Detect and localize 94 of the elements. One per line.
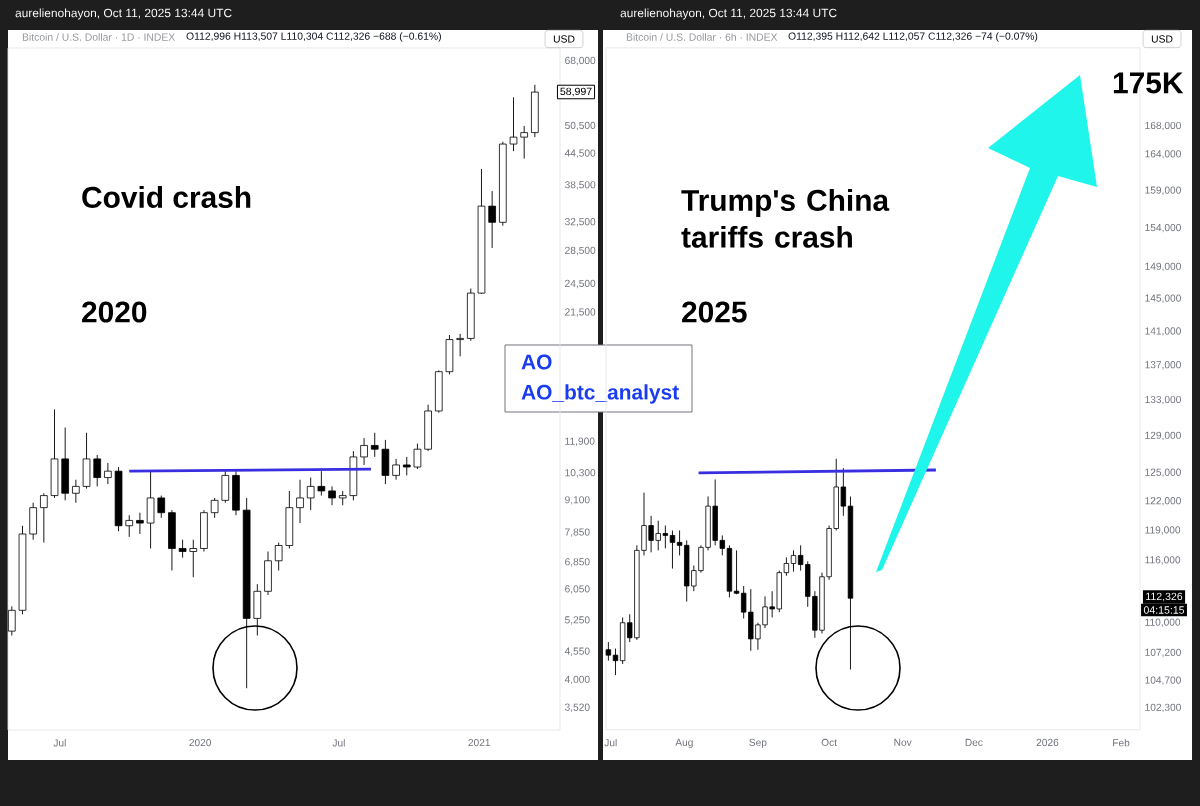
y-tick-label: 21,500 [565,308,596,317]
x-tick-label: Jul [53,739,66,747]
y-tick-label: 149,000 [1145,262,1181,272]
annotation: AO [521,354,552,370]
candlestick [157,495,166,519]
y-tick-label: 11,900 [565,437,595,446]
candlestick [612,648,619,676]
x-tick-label: 2021 [468,739,490,747]
y-tick-label: 68,000 [565,56,596,66]
candlestick [669,530,676,570]
y-tick-label: 44,500 [564,149,596,158]
y-tick-label: 6,850 [565,558,590,567]
annotation: 2020 [82,301,147,323]
y-tick-label: 24,500 [565,279,596,289]
y-tick-label: 145,000 [1145,294,1181,303]
candlestick [456,333,464,357]
candlestick [392,458,400,481]
candlestick [520,125,528,160]
x-tick-label: Sep [749,738,767,749]
candlestick [93,454,102,487]
y-tick-label: 3,520 [564,703,590,713]
x-tick-label: Jul [604,738,617,747]
candlestick [72,479,80,504]
y-axis-title: USD [553,35,575,43]
text: 04:15:15 [1143,606,1185,614]
y-tick-label: 110,000 [1145,618,1181,627]
annotation: AO_btc_analyst [521,384,679,404]
y-tick-label: 102,300 [1145,703,1181,713]
y-tick-label: 122,000 [1145,497,1181,506]
y-tick-label: 5,250 [565,616,590,625]
x-tick-label: Oct [821,738,837,747]
y-tick-label: 7,850 [565,528,590,537]
y-tick-label: 107,200 [1145,648,1181,658]
y-tick-label: 141,000 [1145,327,1181,336]
y-tick-label: 9,100 [565,496,590,505]
y-tick-label: 125,000 [1145,468,1181,478]
candlestick [509,96,518,152]
candlestick [189,539,198,578]
candlestick [40,492,48,544]
y-tick-label: 32,500 [564,218,596,227]
y-tick-label: 154,000 [1145,223,1181,233]
y-tick-label: 50,500 [565,121,596,131]
y-tick-label: 159,000 [1145,186,1181,195]
x-tick-label: Jul [332,739,345,747]
candlestick [274,542,283,571]
annotation: 175K [1113,72,1184,94]
y-tick-label: 116,000 [1145,556,1181,565]
candlestick [605,641,612,662]
candlestick [360,437,368,466]
candlestick [328,485,336,506]
y-tick-label: 119,000 [1145,526,1181,535]
x-tick-label: Nov [894,738,912,746]
candlestick [733,549,740,595]
candlestick [790,549,797,573]
chart-title: aurelienohayon, Oct 11, 2025 13:44 UTC [620,8,837,20]
y-tick-label: 129,000 [1145,431,1181,441]
y-tick-label: 10,300 [565,469,596,478]
text: 58,997 [560,87,592,97]
y-tick-label: 104,700 [1145,676,1181,685]
y-tick-label: 168,000 [1145,121,1181,131]
candlestick [104,462,112,485]
candlestick [317,470,326,497]
annotation: Covid crash [82,186,251,208]
y-tick-label: 38,500 [564,181,596,190]
y-tick-label: 6,050 [565,585,590,594]
x-tick-label: Dec [965,738,983,746]
annotation: Trump's China tariffs crash [681,189,890,248]
chart-title: aurelienohayon, Oct 11, 2025 13:44 UTC [15,8,232,20]
chart-subtitle: Bitcoin / U.S. Dollar · 1D · INDEX [22,33,175,41]
candlestick [296,479,304,524]
x-tick-label: Aug [675,738,693,748]
x-tick-label: 2026 [1036,738,1059,747]
y-tick-label: 133,000 [1145,395,1181,405]
y-tick-label: 164,000 [1145,150,1181,159]
annotation: 2025 [682,301,747,323]
candlestick [402,456,411,476]
candlestick [370,432,379,458]
x-tick-label: Feb [1113,738,1130,747]
y-axis-title: USD [1151,35,1173,43]
candlestick [125,514,134,538]
candlestick [306,477,315,511]
candlestick [210,497,219,519]
y-tick-label: 4,550 [564,647,590,656]
text: 112,326 [1146,592,1183,602]
text: O112,395 H112,642 L112,057 C112,326 −74 (−0.07%) [788,32,1038,42]
x-tick-label: 2020 [189,739,212,747]
candlestick [488,190,496,249]
candlestick [413,443,422,470]
y-tick-label: 28,500 [565,246,596,256]
y-tick-label: 137,000 [1145,361,1181,370]
text: O112,996 H113,507 L110,304 C112,326 −688 (−0.61%) [186,32,441,42]
candlestick [136,512,144,535]
y-tick-label: 4,000 [564,675,590,685]
chart-subtitle: Bitcoin / U.S. Dollar · 6h · INDEX [626,33,778,41]
